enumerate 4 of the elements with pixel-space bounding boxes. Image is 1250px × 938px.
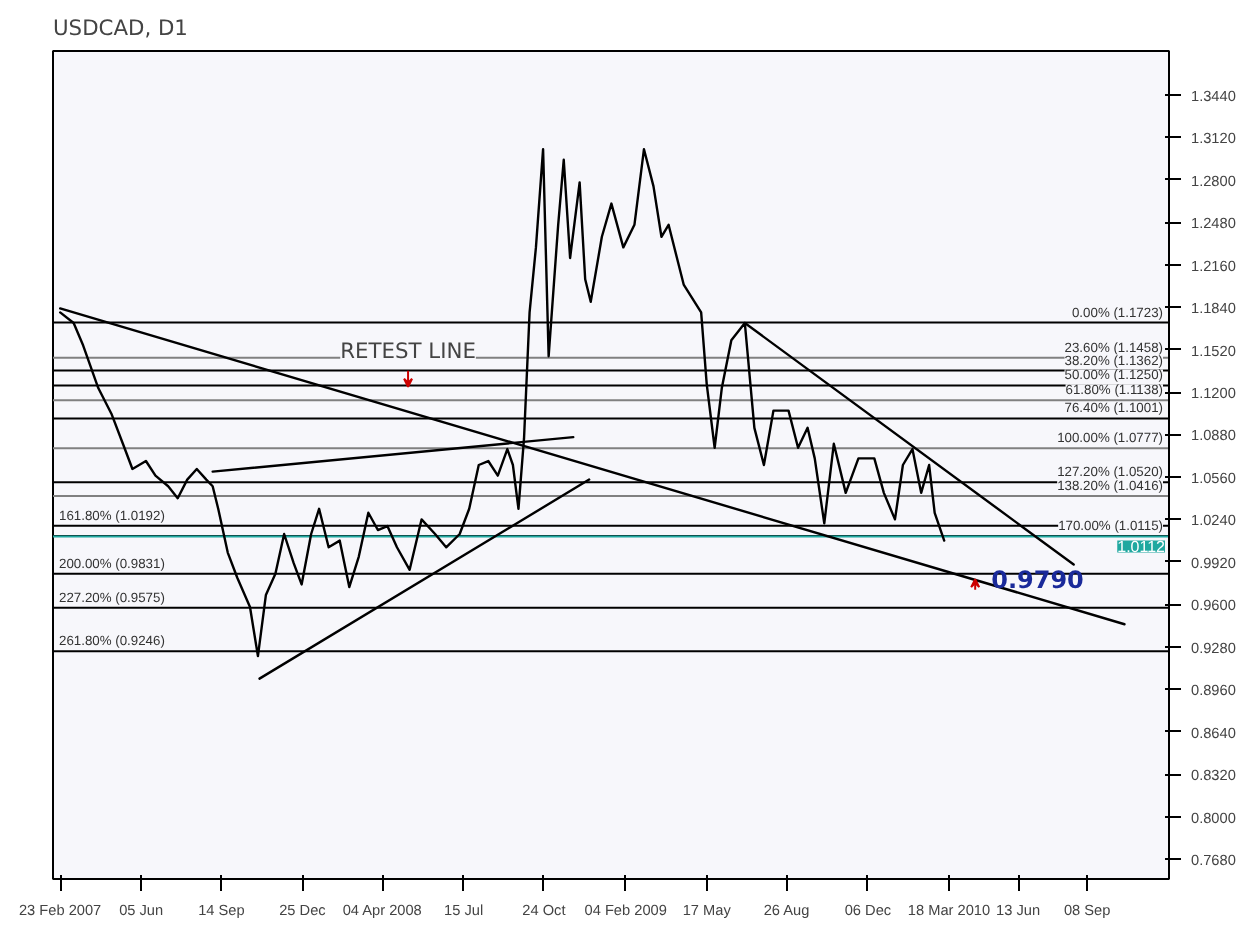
annotation: RETEST LINE — [340, 338, 477, 365]
annotation: 0.9790 — [991, 566, 1084, 595]
chart-title: USDCAD, D1 — [53, 15, 188, 41]
ref-line-label: 1.0112 — [1117, 538, 1167, 557]
